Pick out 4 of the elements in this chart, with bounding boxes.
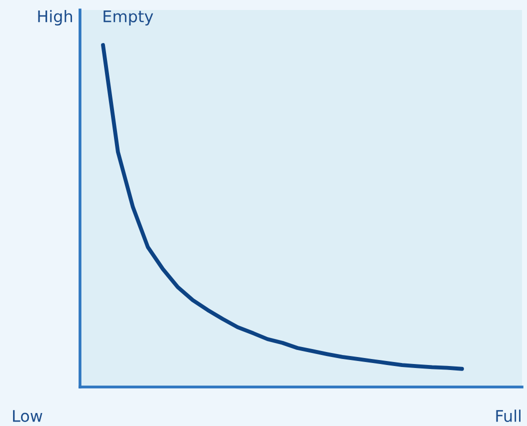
text: Full [496,410,521,422]
text: Low [13,410,42,422]
text: Empty [104,10,154,26]
text: High [38,10,72,26]
